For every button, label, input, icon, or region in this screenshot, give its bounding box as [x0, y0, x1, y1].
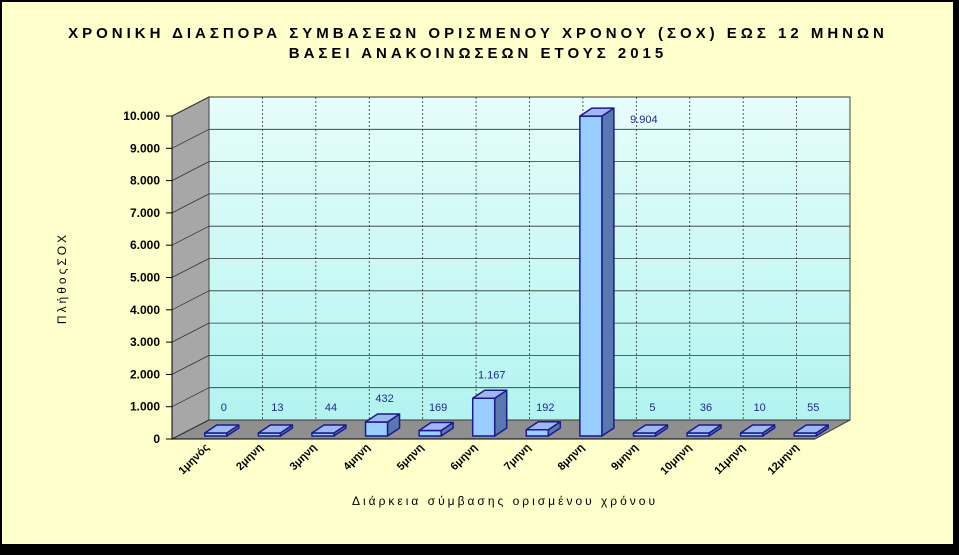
side-gridline: [171, 161, 210, 181]
bar-top: [257, 424, 294, 434]
y-tick-label: 9.000: [130, 141, 160, 155]
bar: [311, 424, 347, 437]
bar-top: [471, 389, 508, 400]
y-axis-label: ΠλήθοςΣΟΧ: [55, 232, 69, 324]
y-tick-label: 8.000: [130, 174, 160, 188]
data-label: 9.904: [630, 114, 658, 126]
bar: [686, 424, 722, 437]
bar-front: [418, 429, 442, 437]
data-label: 1.167: [478, 369, 506, 381]
bar-front: [471, 397, 496, 437]
y-axis-ticks: 0 1.000 2.000 3.000 4.000 5.000 6.000 7.000 8.00…: [123, 109, 815, 446]
data-label: 36: [700, 402, 712, 414]
side-gridline: [171, 258, 210, 278]
bar-top: [525, 421, 562, 431]
bar-front: [579, 115, 603, 437]
bar: [739, 424, 776, 437]
y-tick-label: 7.000: [130, 206, 160, 220]
data-label: 192: [536, 402, 554, 414]
y-tick-label: 1.000: [130, 400, 160, 414]
bar-side: [601, 107, 615, 437]
data-label: 10: [754, 402, 766, 414]
data-label: 0: [221, 402, 227, 414]
y-tick-label: 6.000: [130, 238, 160, 252]
data-label: 13: [271, 402, 283, 414]
bar: [579, 107, 615, 437]
bar-top: [739, 424, 776, 434]
side-gridline: [171, 193, 210, 214]
chart-title-line-2: ΒΑΣΕΙ ΑΝΑΚΟΙΝΩΣΕΩΝ ΕΤΟΥΣ 2015: [289, 45, 668, 62]
bar-top: [311, 424, 347, 434]
bar-top: [418, 421, 454, 432]
data-labels: 0 13 44 432 169 1.167 192 9.904 5 36 10 55: [221, 114, 820, 414]
y-tick-label: 10.000: [123, 109, 160, 123]
side-gridline: [171, 225, 210, 246]
data-label: 432: [375, 393, 393, 405]
bar: [418, 421, 454, 437]
bar-front: [525, 429, 550, 437]
bar: [793, 424, 829, 437]
bar-top: [364, 413, 401, 423]
bar-top: [579, 107, 615, 117]
data-label: 55: [807, 402, 819, 414]
bar-top: [793, 424, 829, 434]
bars: [204, 107, 829, 437]
side-gridline: [171, 419, 210, 440]
y-tick-label: 3.000: [130, 335, 160, 349]
bar: [204, 424, 240, 437]
bar-top: [204, 424, 240, 434]
bar: [471, 389, 508, 437]
bar: [364, 413, 401, 437]
data-label: 44: [325, 402, 337, 414]
y-tick-label: 5.000: [130, 271, 160, 285]
y-tick-label: 4.000: [130, 303, 160, 317]
y-tick-label: 0: [153, 432, 160, 446]
side-gridline: [171, 322, 210, 343]
bar-top: [632, 424, 669, 434]
side-gridline: [171, 290, 210, 311]
side-gridline: [171, 96, 210, 117]
bar: [257, 424, 294, 437]
bar: [525, 421, 562, 437]
y-tick-label: 2.000: [130, 367, 160, 381]
bar-front: [364, 421, 389, 437]
side-gridline: [171, 128, 210, 149]
x-axis-label: Διάρκεια σύμβασης ορισμένου χρόνου: [352, 494, 658, 508]
data-label: 169: [429, 402, 447, 414]
bar: [632, 424, 669, 437]
bar-top: [686, 424, 722, 434]
side-gridline: [171, 355, 210, 375]
side-gridline: [171, 387, 210, 408]
data-label: 5: [649, 402, 655, 414]
chart-title-line-1: ΧΡΟΝΙΚΗ ΔΙΑΣΠΟΡΑ ΣΥΜΒΑΣΕΩΝ ΟΡΙΣΜΕΝΟΥ ΧΡΟ…: [68, 25, 888, 42]
gridlines: [171, 96, 850, 440]
